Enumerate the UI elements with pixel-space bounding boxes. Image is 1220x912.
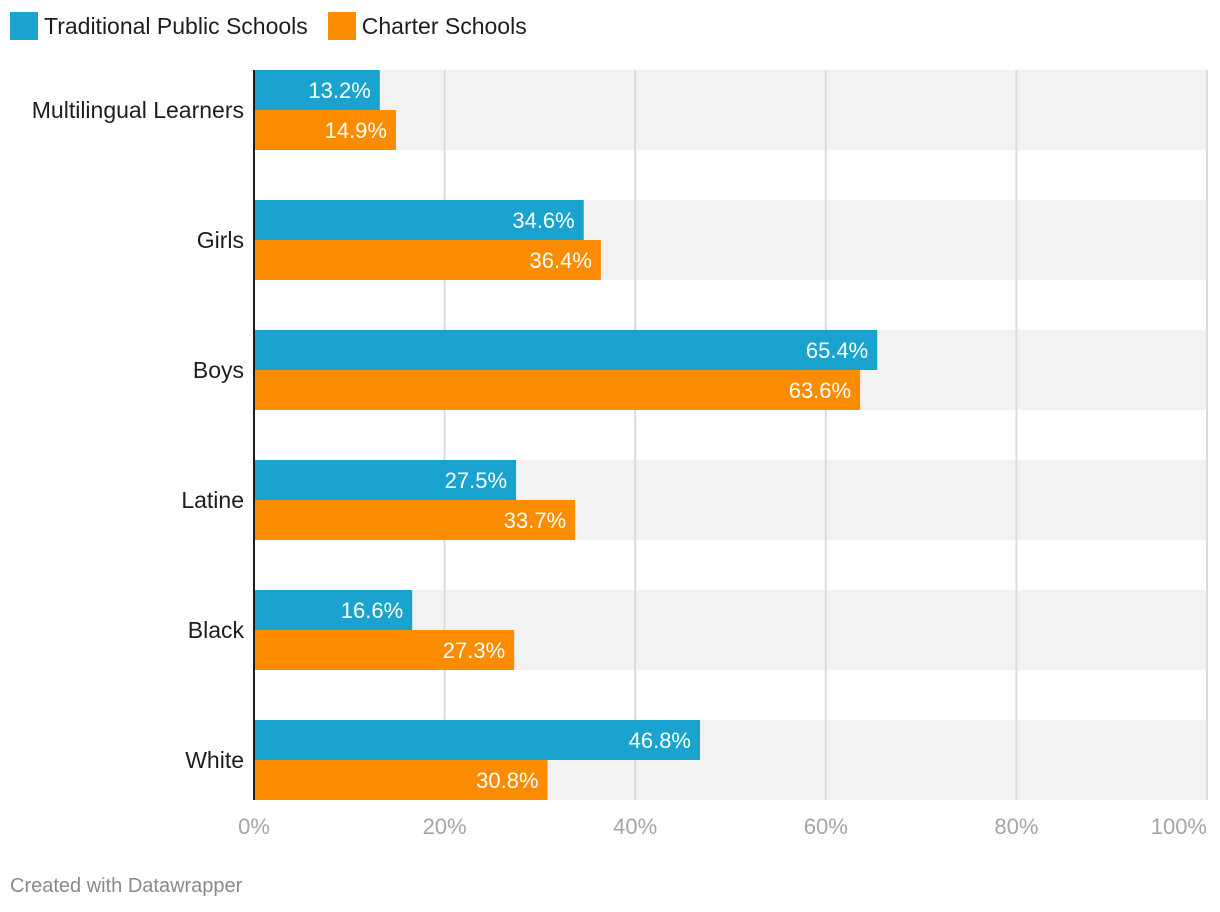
data-label: 65.4% <box>806 338 868 363</box>
data-label: 46.8% <box>629 728 691 753</box>
data-label: 27.5% <box>445 468 507 493</box>
category-label: Black <box>188 617 245 643</box>
bar <box>254 720 701 760</box>
data-label: 36.4% <box>530 248 592 273</box>
bar <box>254 460 517 500</box>
bar <box>254 240 601 280</box>
legend-swatch-charter <box>327 12 356 40</box>
bar <box>254 330 878 370</box>
bar <box>254 760 548 800</box>
bar <box>254 590 413 630</box>
category-label: Multilingual Learners <box>32 97 244 123</box>
x-tick-label: 40% <box>613 814 657 839</box>
category-label: Boys <box>193 357 244 383</box>
data-label: 27.3% <box>443 638 505 663</box>
bar <box>254 370 861 410</box>
footer-credit: Created with Datawrapper <box>10 875 243 897</box>
data-label: 63.6% <box>789 378 851 403</box>
category-label: White <box>185 747 244 773</box>
data-label: 30.8% <box>476 768 538 793</box>
legend-item-charter: Charter Schools <box>327 12 527 40</box>
category-label: Girls <box>197 227 244 253</box>
x-tick-label: 80% <box>994 814 1038 839</box>
legend: Traditional Public Schools Charter Schoo… <box>10 12 527 40</box>
data-label: 16.6% <box>341 598 403 623</box>
x-tick-label: 20% <box>423 814 467 839</box>
legend-item-traditional: Traditional Public Schools <box>10 12 308 40</box>
category-label: Latine <box>181 487 244 513</box>
bar-chart: 13.2% 14.9% Multilingual Learners 34.6% 36.4… <box>32 70 1208 839</box>
legend-label-traditional: Traditional Public Schools <box>44 12 308 39</box>
legend-label-charter: Charter Schools <box>361 12 527 39</box>
data-label: 34.6% <box>512 208 574 233</box>
legend-swatch-traditional <box>10 12 38 40</box>
x-tick-label: 0% <box>238 814 270 839</box>
x-tick-label: 60% <box>804 814 848 839</box>
x-tick-label: 100% <box>1151 814 1207 839</box>
row-background <box>254 70 1207 150</box>
bar <box>254 630 515 670</box>
bar <box>254 110 396 150</box>
data-label: 13.2% <box>308 78 370 103</box>
data-label: 33.7% <box>504 508 566 533</box>
bar <box>254 70 380 110</box>
bar <box>254 500 576 540</box>
data-label: 14.9% <box>325 118 387 143</box>
bar <box>254 200 584 240</box>
